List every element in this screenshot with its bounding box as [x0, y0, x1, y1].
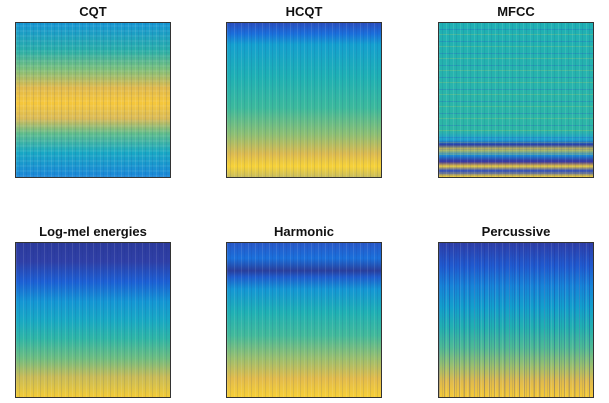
spectrogram — [15, 242, 171, 398]
panel-title: Harmonic — [226, 222, 382, 242]
panel: HCQT — [226, 2, 382, 178]
spectrogram — [438, 22, 594, 178]
panel: MFCC — [438, 2, 594, 178]
spectrogram — [438, 242, 594, 398]
figure: CQT HCQT MFCC Log-mel energies Harmonic … — [0, 0, 609, 403]
panel: Harmonic — [226, 222, 382, 398]
panel-title: HCQT — [226, 2, 382, 22]
panel: Log-mel energies — [15, 222, 171, 398]
panel-title: CQT — [15, 2, 171, 22]
spectrogram — [15, 22, 171, 178]
spectrogram — [226, 22, 382, 178]
panel: CQT — [15, 2, 171, 178]
panel-title: Log-mel energies — [15, 222, 171, 242]
panel-title: MFCC — [438, 2, 594, 22]
spectrogram — [226, 242, 382, 398]
panel: Percussive — [438, 222, 594, 398]
panel-title: Percussive — [438, 222, 594, 242]
